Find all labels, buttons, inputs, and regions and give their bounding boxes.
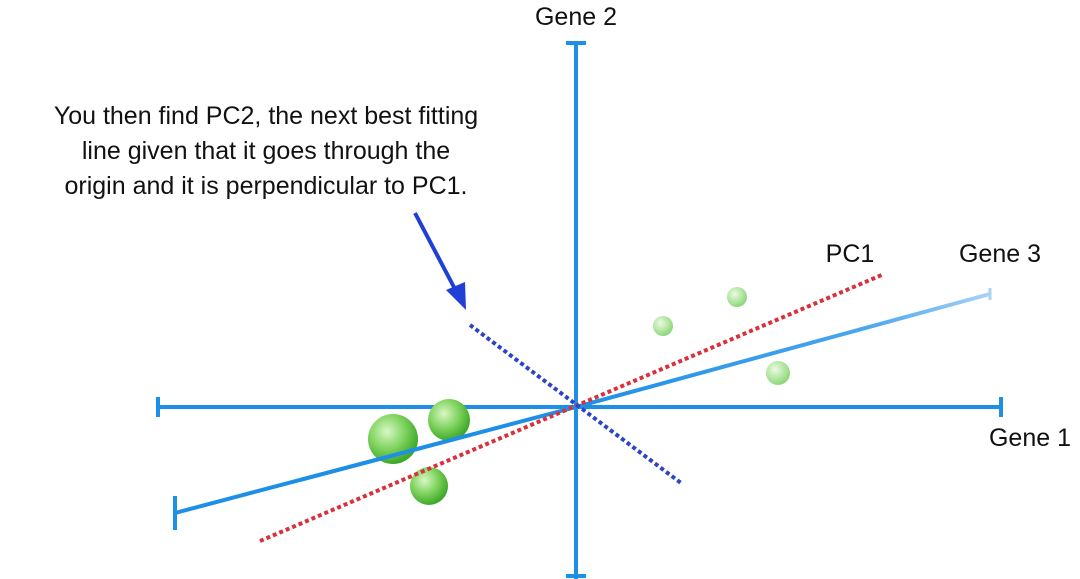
gene3-label: Gene 3 [959,240,1041,268]
pointer-arrow [413,212,466,310]
annotation-text: You then find PC2, the next best fitting… [54,102,478,200]
annotation-line-2: line given that it goes through the [82,137,450,165]
annotation-line-3: origin and it is perpendicular to PC1. [64,172,467,200]
pc2-line [468,323,683,485]
annotation-line-1: You then find PC2, the next best fitting [54,102,478,130]
data-point [428,399,470,441]
data-point [766,361,790,385]
gene2-label: Gene 2 [535,3,617,31]
data-point [727,287,747,307]
pc1-line [259,272,885,543]
data-points [368,287,790,505]
gene3-axis-front [299,433,471,482]
gene2-axis [566,41,586,579]
data-point [410,467,448,505]
pc1-label: PC1 [826,240,875,268]
data-point [653,316,673,336]
gene1-label: Gene 1 [989,424,1071,452]
